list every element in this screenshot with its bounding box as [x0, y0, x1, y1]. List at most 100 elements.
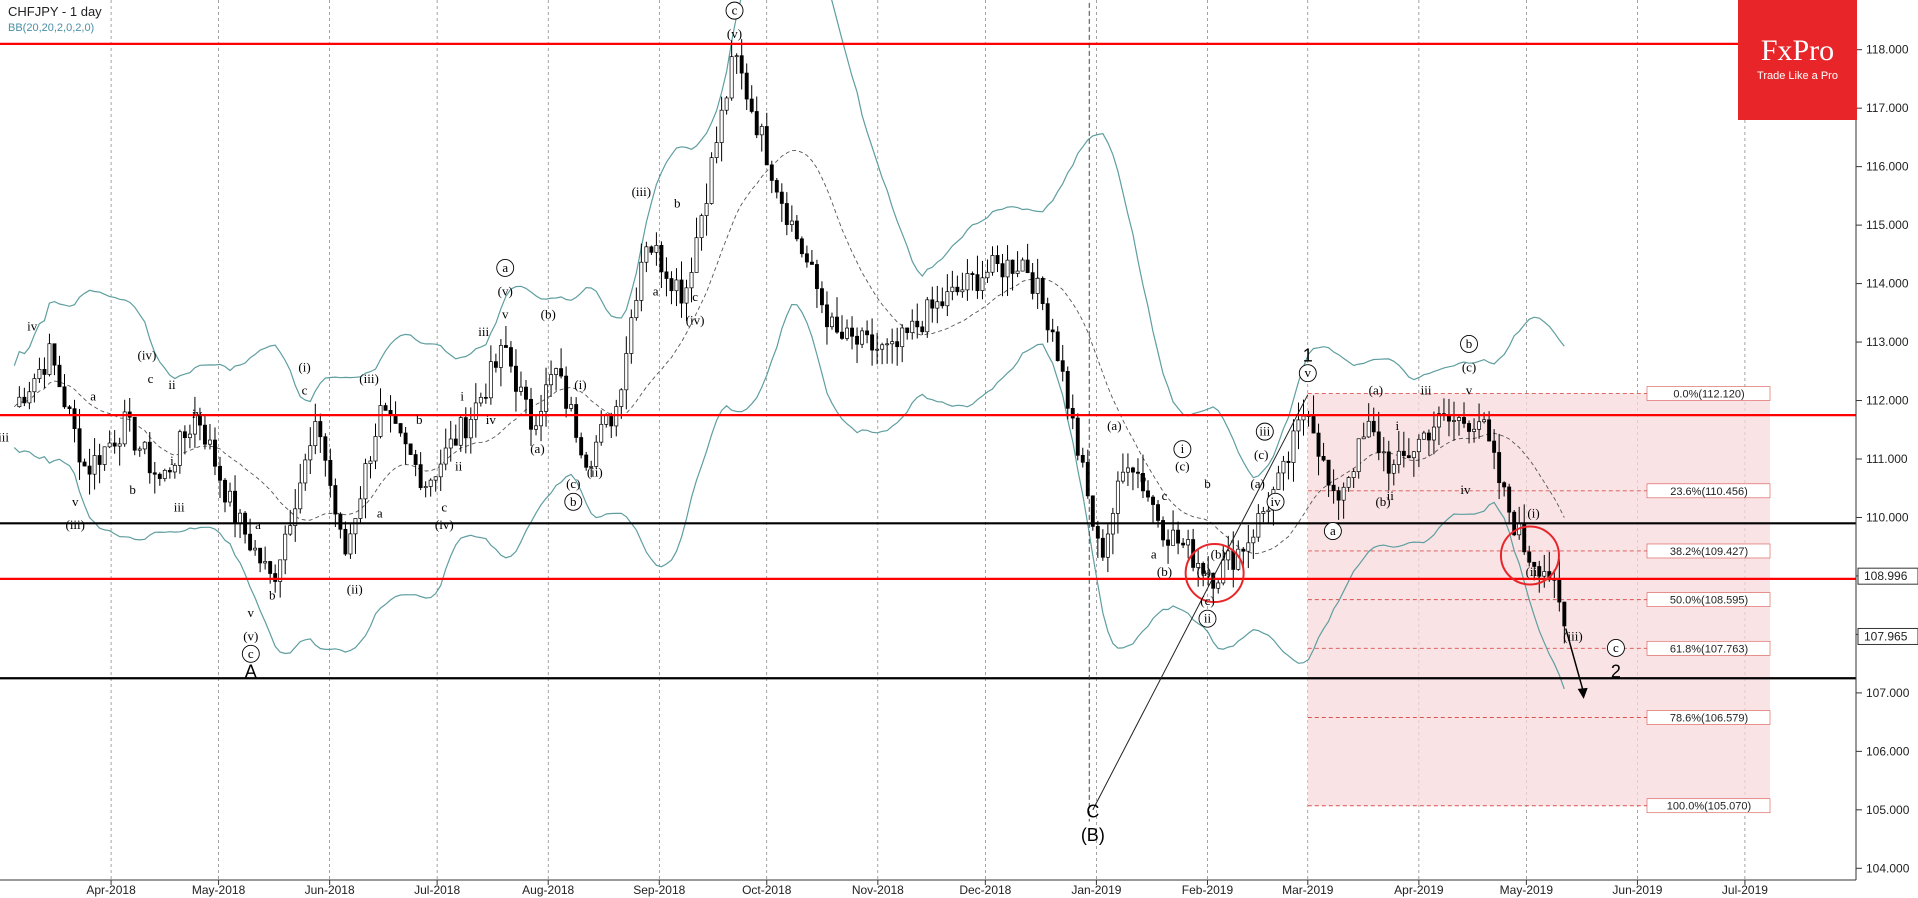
candle-body [574, 404, 579, 438]
candle-body [318, 421, 323, 438]
candle-body [860, 330, 865, 345]
price-marker-box [1857, 627, 1918, 645]
wave-labels: iviiiav(iii)(iv)ciiibiviiiabv(v)cA(i)c(i… [0, 1, 1625, 845]
candle-body [905, 327, 910, 333]
wave-label: a [653, 283, 659, 298]
logo-name: FxPro [1760, 34, 1835, 67]
fib-label-box [1646, 483, 1771, 499]
candle-body [1256, 513, 1261, 538]
candle-body [408, 443, 413, 455]
candle-body [940, 301, 945, 307]
candle-body [433, 476, 438, 481]
wave-label: (b) [541, 307, 556, 322]
candle-body [554, 368, 559, 375]
wave-label: i [1181, 441, 1185, 456]
candle-body [363, 463, 368, 500]
candle-body [253, 547, 258, 551]
wave-label: iv [192, 406, 203, 421]
candle-body [147, 441, 152, 474]
candle-body [82, 461, 87, 467]
candle-body [1537, 566, 1542, 577]
indicator-label: BB(20,20,2,0,2,0) [8, 22, 95, 34]
candle-body [1035, 277, 1040, 294]
y-tick-label: 118.000 [1866, 43, 1909, 57]
candle-body [1386, 451, 1391, 474]
bollinger-upper [13, 0, 1565, 479]
candle-body [594, 441, 599, 467]
wave-label: c [692, 289, 698, 304]
candle-body [328, 459, 333, 486]
candle-body [1141, 473, 1145, 492]
candle-body [273, 573, 278, 582]
wave-label: (ii) [587, 465, 603, 480]
candle-body [1015, 270, 1020, 274]
candle-body [549, 374, 554, 386]
candle-body [1146, 490, 1150, 498]
wave-label: (i) [1527, 505, 1539, 520]
candle-body [182, 431, 187, 439]
y-tick-label: 116.000 [1866, 160, 1909, 174]
x-tick-label: Feb-2019 [1182, 883, 1234, 897]
candle-body [965, 273, 970, 291]
candle-body [383, 405, 388, 411]
wave-label: c [1613, 640, 1619, 655]
candle-body [664, 271, 669, 279]
candle-body [1186, 539, 1191, 546]
candle-body [248, 533, 253, 551]
candle-body [162, 470, 167, 479]
candle-body [132, 416, 137, 451]
wave-label: (iii) [359, 371, 379, 386]
wave-label: c [302, 383, 308, 398]
wave-label: (a) [1369, 383, 1383, 398]
wave-label: (a) [530, 441, 544, 456]
candle-body [1090, 495, 1095, 527]
candle-body [172, 465, 177, 473]
candle-body [97, 455, 102, 465]
wave-label: iv [1460, 482, 1471, 497]
candle-body [1251, 536, 1256, 544]
candle-body [488, 361, 493, 399]
candle-body [167, 470, 172, 473]
price-marker-label: 107.965 [1864, 629, 1908, 643]
candle-body [804, 253, 809, 263]
candle-body [92, 455, 97, 475]
wave-label: b [1204, 476, 1211, 491]
candle-body [659, 244, 664, 273]
candle-body [117, 443, 122, 447]
trend-line [1092, 394, 1309, 811]
wave-label: a [502, 260, 508, 275]
candle-body [1477, 421, 1482, 430]
candle-body [644, 246, 649, 263]
bollinger-middle [13, 149, 1565, 555]
candle-body [398, 423, 403, 434]
fib-label-box [1646, 386, 1771, 401]
candle-body [764, 126, 769, 166]
pattern-annotations [1088, 2, 1588, 822]
candle-body [1075, 417, 1080, 456]
wave-label: (a) [1250, 476, 1264, 491]
candle-body [679, 279, 684, 304]
candle-body [258, 547, 263, 564]
candle-body [865, 330, 870, 336]
candle-body [1381, 451, 1386, 454]
candle-body [784, 203, 789, 225]
candle-body [1095, 526, 1100, 539]
fib-label-box [1646, 640, 1771, 656]
candle-body [463, 417, 468, 439]
candle-body [1296, 419, 1301, 432]
candle-body [418, 464, 423, 489]
wave-label: ii [168, 377, 176, 392]
y-tick-label: 105.000 [1866, 803, 1910, 817]
candle-body [368, 460, 373, 464]
candle-body [1452, 420, 1456, 422]
candle-body [1151, 496, 1155, 505]
candle-body [830, 316, 834, 328]
wave-label-circle [1606, 639, 1625, 657]
wave-label: b [570, 494, 577, 509]
price-series [17, 39, 1567, 644]
candle-body [654, 244, 659, 253]
x-tick-label: Apr-2018 [86, 883, 136, 897]
candle-body [704, 203, 709, 216]
chart-symbol: CHFJPY - 1 day [8, 4, 102, 19]
wave-label: v [502, 307, 509, 322]
